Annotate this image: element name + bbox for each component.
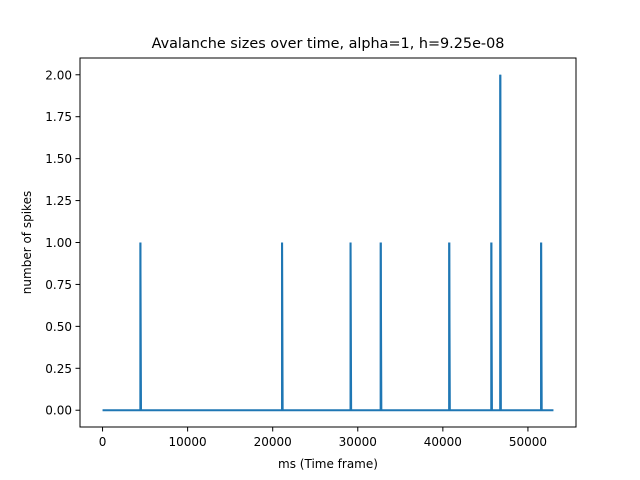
plot-area [102, 74, 554, 412]
x-tick-label: 20000 [254, 435, 292, 449]
x-tick-label: 50000 [509, 435, 547, 449]
y-tick-label: 2.00 [45, 68, 72, 82]
y-tick-label: 0.25 [45, 362, 72, 376]
chart-title: Avalanche sizes over time, alpha=1, h=9.… [152, 36, 505, 52]
x-tick-label: 30000 [339, 435, 377, 449]
y-tick-label: 1.25 [45, 194, 72, 208]
x-tick-label: 10000 [169, 435, 207, 449]
y-tick-label: 0.50 [45, 320, 72, 334]
x-axis: 0 10000 20000 30000 40000 50000 [99, 427, 547, 449]
y-tick-label: 1.50 [45, 152, 72, 166]
x-tick-label: 40000 [424, 435, 462, 449]
x-tick-label: 0 [99, 435, 107, 449]
y-tick-label: 1.75 [45, 110, 72, 124]
y-tick-label: 1.00 [45, 236, 72, 250]
y-axis: 0.00 0.25 0.50 0.75 1.00 1.25 1.50 1.75 2.00 [45, 68, 80, 418]
y-tick-label: 0.00 [45, 404, 72, 418]
y-tick-label: 0.75 [45, 278, 72, 292]
y-axis-label: number of spikes [20, 191, 34, 294]
x-axis-label: ms (Time frame) [278, 457, 378, 471]
